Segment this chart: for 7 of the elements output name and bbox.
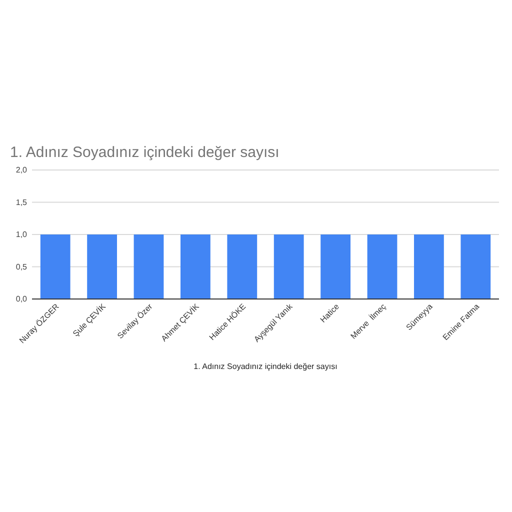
y-tick-label: 0,5 (16, 262, 28, 272)
y-tick-label: 2,0 (16, 166, 28, 175)
chart-title: 1. Adınız Soyadınız içindeki değer sayısı (10, 144, 280, 161)
y-tick-label: 1,5 (16, 198, 28, 207)
x-axis-title: 1. Adınız Soyadınız içindeki değer sayısı (194, 362, 338, 371)
y-tick-label: 0,0 (16, 294, 28, 304)
y-tick-label: 1,0 (16, 230, 28, 240)
